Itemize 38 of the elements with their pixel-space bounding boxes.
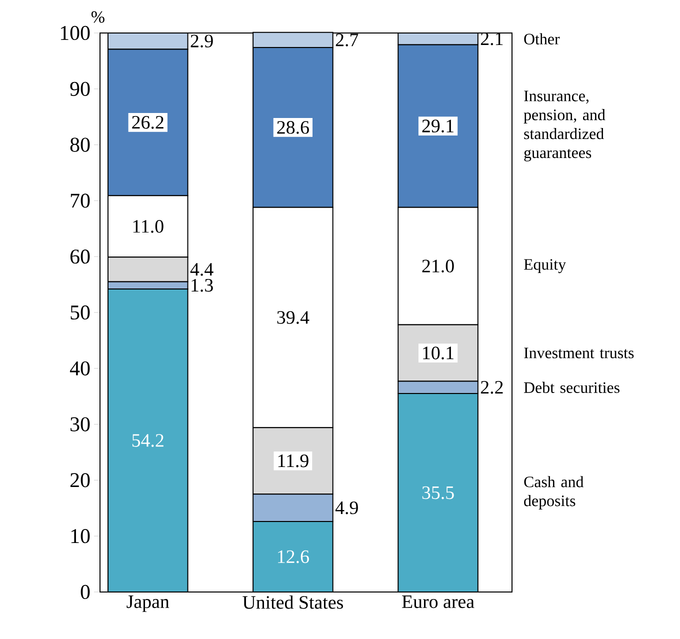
text: Insurance, pension, and standardized guarantees bbox=[524, 90, 606, 162]
data-label: 11.0 bbox=[133, 220, 164, 233]
x-tick-label: United States bbox=[242, 596, 344, 609]
x-tick-label: Euro area bbox=[402, 596, 474, 608]
data-label: 54.2 bbox=[132, 434, 164, 447]
data-label: 2.9 bbox=[190, 34, 213, 48]
text: Cash and deposits bbox=[524, 476, 584, 510]
text: Debt securities bbox=[524, 382, 620, 393]
data-label: 10.1 bbox=[423, 346, 454, 360]
data-label: 1.3 bbox=[192, 278, 213, 292]
y-tick-label: 30 bbox=[70, 417, 90, 432]
data-label: 4.4 bbox=[190, 263, 214, 276]
data-label: 29.1 bbox=[422, 120, 454, 132]
text: Other bbox=[524, 33, 560, 44]
y-tick-label: 80 bbox=[70, 138, 90, 152]
data-label: 2.2 bbox=[480, 380, 503, 394]
data-label: 12.6 bbox=[278, 550, 309, 564]
text: Investment trusts bbox=[524, 348, 634, 358]
data-label: 35.5 bbox=[422, 486, 454, 500]
y-tick-label: 20 bbox=[70, 473, 90, 488]
data-label: 26.2 bbox=[132, 116, 164, 129]
data-label: 21.0 bbox=[422, 260, 454, 273]
x-tick-label: Japan bbox=[126, 596, 170, 612]
y-tick-label: 100 bbox=[60, 26, 90, 40]
y-tick-label: 70 bbox=[70, 194, 90, 208]
data-label: 2.7 bbox=[336, 34, 358, 46]
data-label: 11.9 bbox=[278, 454, 308, 468]
y-tick-label: 90 bbox=[70, 82, 90, 96]
y-tick-label: 50 bbox=[70, 305, 90, 320]
y-axis-title: % bbox=[91, 11, 104, 23]
data-label: 39.4 bbox=[277, 311, 310, 324]
y-tick-label: 60 bbox=[70, 250, 90, 264]
data-label: 4.9 bbox=[335, 501, 358, 514]
data-label: 28.6 bbox=[277, 121, 309, 134]
y-tick-label: 40 bbox=[70, 361, 90, 376]
text: Equity bbox=[524, 259, 566, 274]
y-tick-label: 0 bbox=[80, 584, 90, 600]
y-tick-label: 10 bbox=[71, 529, 90, 544]
